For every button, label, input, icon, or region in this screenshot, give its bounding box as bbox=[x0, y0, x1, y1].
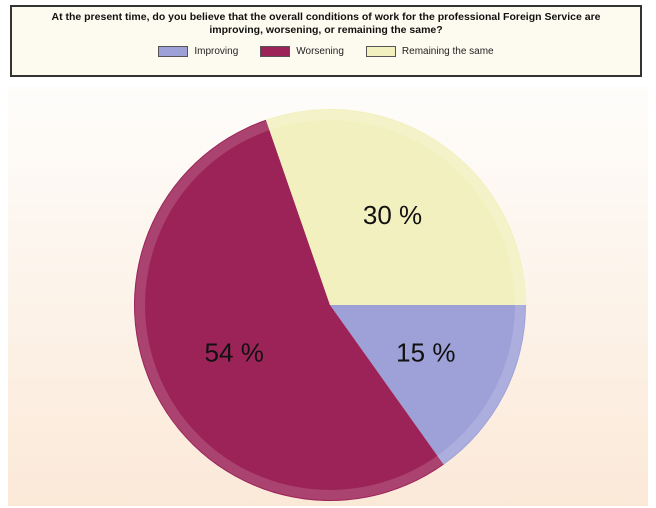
legend-label: Remaining the same bbox=[401, 46, 494, 57]
data-label: 54 % bbox=[205, 337, 264, 367]
legend-swatch bbox=[260, 46, 291, 57]
pie-slice bbox=[133, 119, 444, 501]
pie-slice bbox=[265, 109, 526, 306]
pie-slice bbox=[330, 305, 526, 465]
legend-label: Improving bbox=[194, 46, 239, 57]
legend-item: Improving bbox=[158, 46, 238, 57]
legend-label: Worsening bbox=[296, 46, 344, 57]
data-label: 15 % bbox=[396, 337, 455, 367]
header-box: At the present time, do you believe that… bbox=[10, 5, 642, 77]
data-label: 30 % bbox=[363, 200, 422, 230]
chart-title: At the present time, do you believe that… bbox=[51, 11, 601, 36]
legend-swatch bbox=[158, 46, 189, 57]
legend-item: Remaining the same bbox=[365, 46, 494, 57]
legend: Improving Worsening Remaining the same bbox=[12, 46, 640, 57]
legend-swatch bbox=[365, 46, 396, 57]
pie-rim bbox=[135, 110, 525, 500]
legend-item: Worsening bbox=[260, 46, 344, 57]
